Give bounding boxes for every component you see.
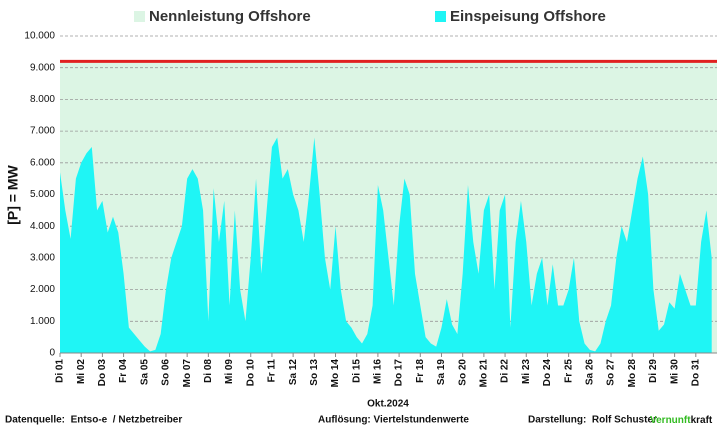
x-tick-label: So 06 — [161, 359, 172, 386]
x-tick-label: Sa 19 — [436, 359, 447, 386]
x-tick-label: Do 03 — [97, 359, 108, 387]
footer-source: Datenquelle: Entso-e / Netzbetreiber — [5, 415, 182, 426]
x-tick-label: Fr 18 — [415, 359, 426, 383]
y-tick-label: 9.000 — [30, 62, 55, 73]
y-tick-label: 10.000 — [24, 31, 55, 42]
x-tick-label: Mo 14 — [330, 359, 341, 388]
y-tick-label: 8.000 — [30, 94, 55, 105]
x-tick-label: So 27 — [606, 359, 617, 386]
legend-label: Einspeisung Offshore — [450, 8, 606, 25]
x-tick-label: Mo 28 — [627, 359, 638, 388]
x-tick-label: Mi 02 — [76, 359, 87, 384]
y-tick-label: 5.000 — [30, 189, 55, 200]
footer-author: Darstellung: Rolf Schuster — [528, 415, 657, 426]
x-tick-label: Di 22 — [500, 359, 511, 383]
y-tick-label: 3.000 — [30, 253, 55, 264]
y-tick-label: 1.000 — [30, 316, 55, 327]
legend-swatch — [134, 11, 145, 22]
brand-green: Vernunft — [650, 415, 691, 426]
legend-swatch — [435, 11, 446, 22]
y-tick-label: 6.000 — [30, 157, 55, 168]
x-tick-label: Do 31 — [690, 359, 701, 387]
x-tick-label: Mo 21 — [479, 359, 490, 388]
x-tick-label: Mi 23 — [521, 359, 532, 384]
x-tick-label: Do 10 — [245, 359, 256, 387]
x-tick-label: Fr 25 — [563, 359, 574, 383]
x-tick-label: Di 15 — [351, 359, 362, 383]
y-tick-label: 4.000 — [30, 221, 55, 232]
x-tick-label: Mo 07 — [182, 359, 193, 388]
x-tick-label: Do 24 — [542, 359, 553, 387]
legend-label: Nennleistung Offshore — [149, 8, 311, 25]
x-tick-label: Di 29 — [648, 359, 659, 383]
x-tick-label: Sa 26 — [584, 359, 595, 386]
footer-resolution: Auflösung: Viertelstundenwerte — [318, 415, 469, 426]
x-tick-label: Fr 11 — [267, 359, 278, 383]
y-axis-label: [P] = MW — [5, 164, 21, 224]
feed-in-area — [60, 137, 712, 353]
x-tick-label: Mi 30 — [669, 359, 680, 384]
x-tick-label: Do 17 — [394, 359, 405, 387]
y-tick-label: 7.000 — [30, 126, 55, 137]
x-tick-label: Fr 04 — [118, 359, 129, 383]
x-tick-label: Mi 16 — [373, 359, 384, 384]
x-axis-label: Okt.2024 — [367, 399, 409, 410]
x-tick-label: Mi 09 — [224, 359, 235, 384]
x-tick-label: So 20 — [457, 359, 468, 386]
y-tick-label: 0 — [49, 348, 55, 359]
x-tick-label: Di 08 — [203, 359, 214, 383]
x-tick-label: Sa 12 — [288, 359, 299, 386]
brand-rest: kraft — [691, 415, 713, 426]
x-tick-label: Sa 05 — [139, 359, 150, 386]
footer-brand: Vernunftkraft — [650, 415, 713, 426]
x-tick-label: So 13 — [309, 359, 320, 386]
x-tick-label: Di 01 — [55, 359, 66, 383]
y-tick-label: 2.000 — [30, 284, 55, 295]
